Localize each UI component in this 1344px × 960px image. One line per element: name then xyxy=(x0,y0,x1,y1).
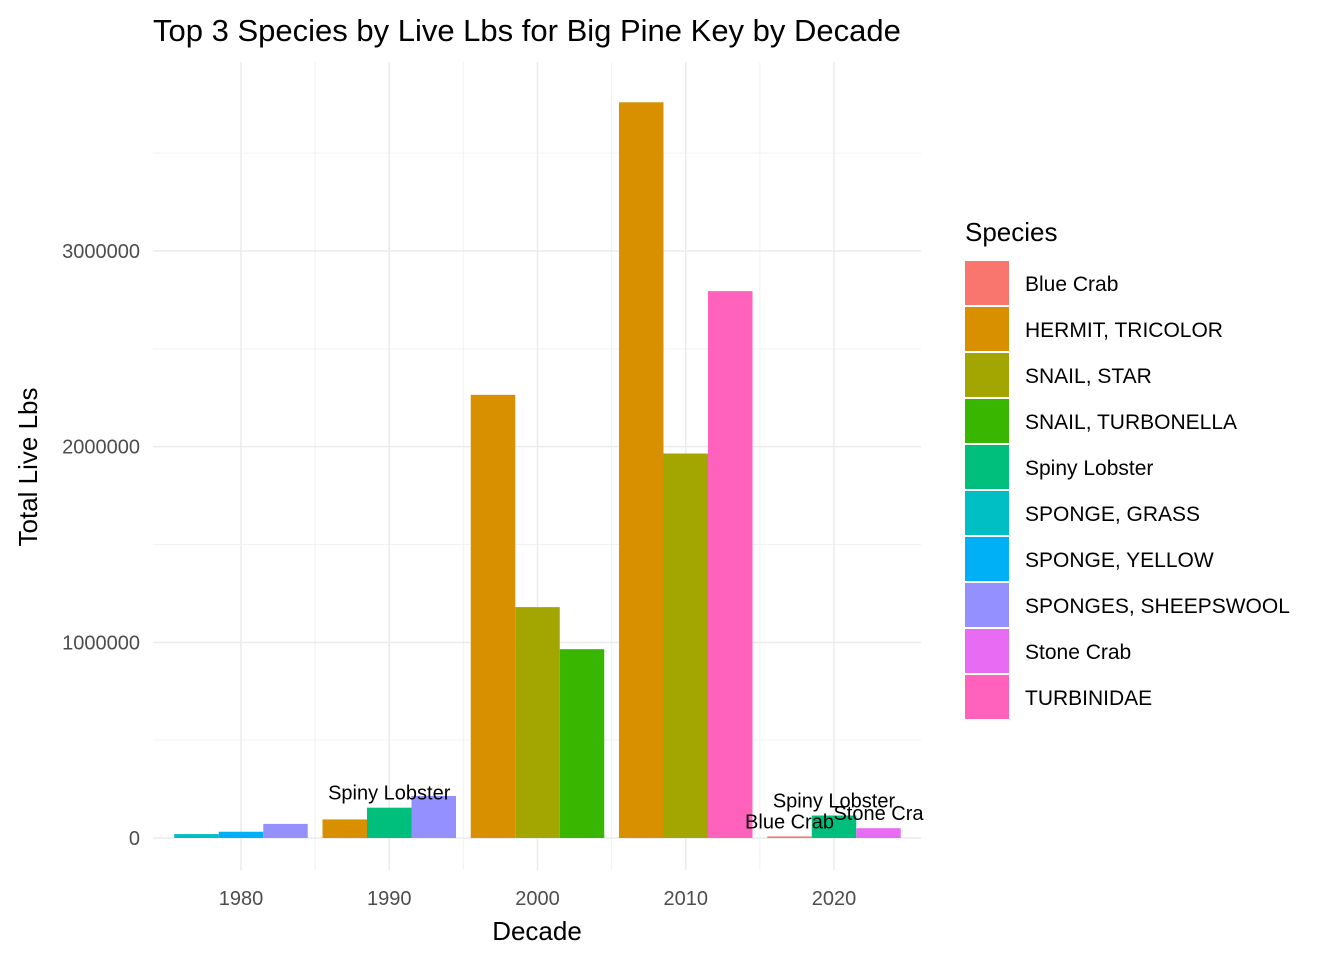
y-tick-label: 3000000 xyxy=(62,241,140,263)
legend-swatch xyxy=(965,629,1009,673)
bar xyxy=(811,815,857,838)
legend-swatch xyxy=(965,445,1009,489)
bar-annotation: Blue Crab xyxy=(745,811,834,833)
legend: Species Blue Crab HERMIT, TRICOLOR SNAIL, … xyxy=(965,217,1290,719)
legend-swatch xyxy=(965,675,1009,719)
legend-item: SNAIL, STAR xyxy=(965,353,1152,397)
bar xyxy=(708,291,753,838)
bar xyxy=(263,823,308,838)
y-tick-label: 1000000 xyxy=(62,632,140,654)
bar xyxy=(767,836,812,838)
bars-layer xyxy=(174,102,901,838)
legend-item: SPONGE, GRASS xyxy=(965,491,1200,535)
x-tick-label: 2010 xyxy=(664,888,709,910)
legend-swatch xyxy=(965,307,1009,351)
legend-items: Blue Crab HERMIT, TRICOLOR SNAIL, STAR SNAI… xyxy=(965,261,1290,719)
bar xyxy=(322,819,367,838)
legend-swatch xyxy=(965,537,1009,581)
chart-title: Top 3 Species by Live Lbs for Big Pine K… xyxy=(153,13,901,48)
legend-swatch xyxy=(965,399,1009,443)
x-axis-tick-labels: 1980 1990 2000 2010 2020 xyxy=(219,888,857,910)
x-tick-label: 2000 xyxy=(515,888,560,910)
y-axis-title: Total Live Lbs xyxy=(13,388,43,547)
bar-annotation: Spiny Lobster xyxy=(328,783,451,805)
x-axis-title: Decade xyxy=(492,916,582,946)
legend-item: TURBINIDAE xyxy=(965,675,1152,719)
x-tick-label: 2020 xyxy=(812,888,857,910)
legend-swatch xyxy=(965,583,1009,627)
x-tick-label: 1990 xyxy=(367,888,412,910)
legend-label: HERMIT, TRICOLOR xyxy=(1025,319,1223,342)
legend-title: Species xyxy=(965,217,1058,247)
x-tick-label: 1980 xyxy=(219,888,264,910)
legend-label: SNAIL, TURBONELLA xyxy=(1025,411,1237,434)
legend-item: SPONGES, SHEEPSWOOL xyxy=(965,583,1290,627)
legend-label: Blue Crab xyxy=(1025,273,1118,296)
y-axis-tick-labels: 0 1000000 2000000 3000000 xyxy=(62,241,140,850)
bar-annotation: Stone Cra xyxy=(833,803,924,825)
legend-swatch xyxy=(965,261,1009,305)
bar xyxy=(663,453,708,838)
bar xyxy=(470,394,516,838)
legend-label: SPONGE, YELLOW xyxy=(1025,549,1214,572)
bar-annotation: Spiny Lobster xyxy=(773,790,896,812)
legend-item: Spiny Lobster xyxy=(965,445,1153,489)
legend-item: Blue Crab xyxy=(965,261,1118,305)
bar xyxy=(367,807,412,838)
bar xyxy=(619,102,664,838)
bar xyxy=(218,831,264,838)
legend-item: SNAIL, TURBONELLA xyxy=(965,399,1237,443)
legend-label: SPONGE, GRASS xyxy=(1025,503,1200,526)
y-tick-label: 2000000 xyxy=(62,437,140,459)
legend-swatch xyxy=(965,491,1009,535)
bar xyxy=(174,834,219,838)
major-gridlines xyxy=(153,62,921,870)
legend-swatch xyxy=(965,353,1009,397)
legend-item: HERMIT, TRICOLOR xyxy=(965,307,1223,351)
legend-item: Stone Crab xyxy=(965,629,1131,673)
legend-item: SPONGE, YELLOW xyxy=(965,537,1214,581)
legend-label: Spiny Lobster xyxy=(1025,457,1153,480)
bar xyxy=(411,795,456,838)
y-tick-label: 0 xyxy=(129,828,140,850)
legend-label: SNAIL, STAR xyxy=(1025,365,1152,388)
legend-label: SPONGES, SHEEPSWOOL xyxy=(1025,595,1290,618)
bar xyxy=(559,649,605,838)
legend-label: Stone Crab xyxy=(1025,641,1131,664)
legend-label: TURBINIDAE xyxy=(1025,687,1152,710)
bar xyxy=(515,607,560,838)
bar xyxy=(856,828,901,838)
